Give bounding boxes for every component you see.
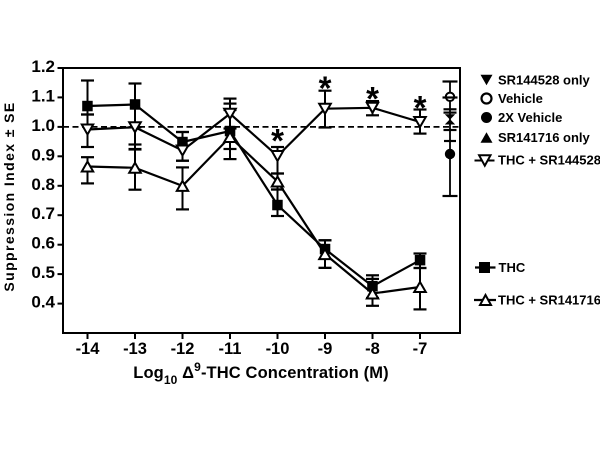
svg-text:-12: -12 xyxy=(171,340,195,358)
svg-text:0.6: 0.6 xyxy=(31,234,55,253)
svg-text:-13: -13 xyxy=(123,340,147,358)
svg-text:-14: -14 xyxy=(76,340,101,358)
svg-text:*: * xyxy=(414,89,427,126)
svg-text:*: * xyxy=(319,69,332,106)
svg-text:Vehicle: Vehicle xyxy=(498,91,543,106)
svg-text:1.2: 1.2 xyxy=(31,57,55,76)
svg-text:0.7: 0.7 xyxy=(31,204,55,223)
svg-text:*: * xyxy=(366,80,379,117)
svg-text:Suppression Index ± SE: Suppression Index ± SE xyxy=(1,101,17,291)
svg-text:1.1: 1.1 xyxy=(31,86,55,105)
svg-text:SR141716 only: SR141716 only xyxy=(498,130,591,145)
svg-text:0.4: 0.4 xyxy=(31,293,55,312)
svg-text:2X Vehicle: 2X Vehicle xyxy=(498,110,562,125)
svg-text:-8: -8 xyxy=(365,340,380,358)
svg-text:-7: -7 xyxy=(413,340,428,358)
svg-text:THC: THC xyxy=(499,260,526,275)
svg-text:*: * xyxy=(271,122,284,159)
svg-text:0.8: 0.8 xyxy=(31,175,55,194)
svg-text:-10: -10 xyxy=(266,340,290,358)
svg-text:SR144528 only: SR144528 only xyxy=(498,73,591,88)
svg-text:THC + SR141716: THC + SR141716 xyxy=(498,293,600,308)
svg-text:0.9: 0.9 xyxy=(31,145,55,164)
svg-text:THC + SR144528: THC + SR144528 xyxy=(498,153,600,168)
svg-text:-11: -11 xyxy=(219,340,242,358)
svg-text:-9: -9 xyxy=(318,340,333,358)
svg-text:1.0: 1.0 xyxy=(31,116,55,135)
svg-text:0.5: 0.5 xyxy=(31,263,55,282)
